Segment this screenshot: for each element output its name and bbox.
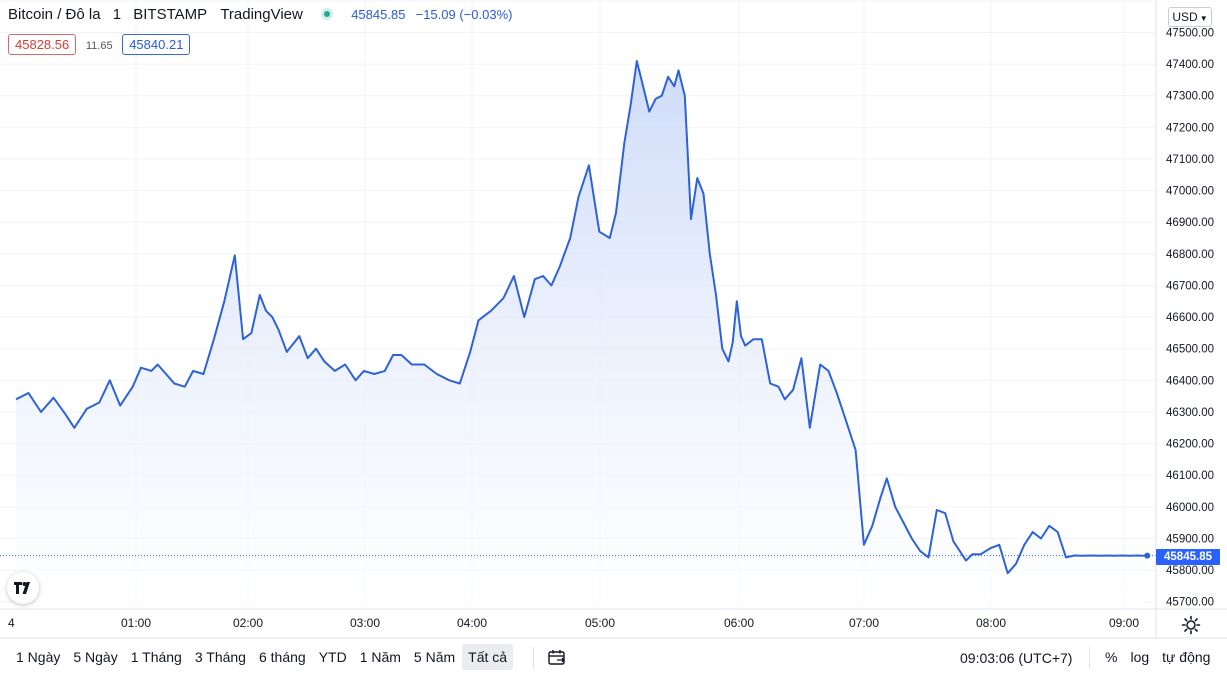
clock-timezone[interactable]: 09:03:06 (UTC+7): [960, 650, 1073, 666]
symbol-name[interactable]: Bitcoin / Đô la: [8, 6, 101, 23]
y-tick-label: 46900.00: [1166, 217, 1214, 229]
price-area: [16, 61, 1148, 609]
price-change: −15.09 (−0.03%): [415, 7, 513, 22]
bottom-toolbar: 1 Ngày 5 Ngày 1 Tháng 3 Tháng 6 tháng YT…: [0, 638, 1227, 677]
x-tick-label: 01:00: [121, 616, 151, 630]
percent-scale-toggle[interactable]: %: [1105, 649, 1118, 665]
x-tick-label: 09:00: [1109, 616, 1139, 630]
ask-price[interactable]: 45840.21: [122, 34, 191, 55]
currency-select[interactable]: USD ▼: [1168, 7, 1212, 27]
range-5d[interactable]: 5 Ngày: [73, 649, 118, 665]
spread-value: 11.65: [85, 40, 113, 52]
auto-scale-toggle[interactable]: tự động: [1162, 649, 1211, 665]
range-6m[interactable]: 6 tháng: [258, 649, 306, 665]
range-buttons: 1 Ngày 5 Ngày 1 Tháng 3 Tháng 6 tháng YT…: [10, 644, 514, 670]
range-5y[interactable]: 5 Năm: [413, 649, 456, 665]
market-status-icon[interactable]: [321, 8, 334, 20]
scale-options: % log tự động: [1099, 644, 1217, 670]
chart-legend: Bitcoin / Đô la 1 BITSTAMP TradingView 4…: [8, 6, 512, 23]
range-all[interactable]: Tất cả: [462, 644, 514, 670]
y-tick-label: 47000.00: [1166, 186, 1214, 198]
last-price: 45845.85: [351, 7, 406, 22]
bid-price[interactable]: 45828.56: [8, 34, 77, 55]
currency-label: USD: [1172, 10, 1198, 24]
source-label: TradingView: [220, 6, 303, 23]
y-tick-label: 46300.00: [1166, 407, 1214, 419]
price-axis: 45700.00 45800.00 45900.00 46000.00 46100.00…: [1166, 28, 1214, 609]
y-tick-label: 47300.00: [1166, 91, 1214, 103]
goto-date-icon[interactable]: [547, 648, 567, 668]
range-3m[interactable]: 3 Tháng: [194, 649, 246, 665]
log-scale-toggle[interactable]: log: [1130, 649, 1150, 665]
exchange-label: BITSTAMP: [133, 6, 208, 23]
tv-logo-icon: [14, 582, 30, 594]
x-tick-label: 06:00: [724, 616, 754, 630]
price-line: [15, 60, 1148, 575]
y-tick-label: 46200.00: [1166, 439, 1214, 451]
toolbar-divider: [533, 647, 534, 669]
x-tick-label: 08:00: [976, 616, 1006, 630]
range-1y[interactable]: 1 Năm: [359, 649, 401, 665]
x-tick-label: 4: [8, 616, 15, 630]
y-tick-label: 46500.00: [1166, 344, 1214, 356]
toolbar-divider-right: [1089, 647, 1090, 669]
chevron-down-icon: ▼: [1199, 14, 1208, 23]
settings-gear-icon[interactable]: [1181, 615, 1201, 635]
y-tick-label: 46100.00: [1166, 470, 1214, 482]
x-tick-label: 04:00: [457, 616, 487, 630]
x-tick-label: 02:00: [233, 616, 263, 630]
y-tick-label: 45800.00: [1166, 565, 1214, 577]
x-tick-label: 05:00: [585, 616, 615, 630]
y-tick-label: 46700.00: [1166, 280, 1214, 292]
y-tick-label: 46000.00: [1166, 502, 1214, 514]
range-ytd[interactable]: YTD: [318, 649, 347, 665]
bid-ask: 45828.56 11.65 45840.21: [8, 34, 191, 55]
y-tick-label: 47100.00: [1166, 154, 1214, 166]
y-tick-label: 45900.00: [1166, 533, 1214, 545]
y-tick-label: 46600.00: [1166, 312, 1214, 324]
last-price-marker: [1144, 552, 1151, 559]
x-tick-label: 03:00: [350, 616, 380, 630]
y-tick-label: 46400.00: [1166, 375, 1214, 387]
last-price-tag: 45845.85: [1156, 549, 1220, 565]
y-tick-label: 45700.00: [1166, 597, 1214, 609]
y-tick-label: 47200.00: [1166, 122, 1214, 134]
tradingview-logo[interactable]: [7, 572, 39, 604]
range-1d[interactable]: 1 Ngày: [16, 649, 61, 665]
x-tick-label: 07:00: [849, 616, 879, 630]
time-axis: 4 01:00 02:00 03:00 04:00 05:00 06:00 07:00 08:0…: [8, 616, 1139, 630]
range-1m[interactable]: 1 Tháng: [130, 649, 182, 665]
y-tick-label: 47400.00: [1166, 59, 1214, 71]
y-tick-label: 47500.00: [1166, 28, 1214, 40]
interval-label[interactable]: 1: [112, 6, 122, 23]
y-tick-label: 46800.00: [1166, 249, 1214, 261]
